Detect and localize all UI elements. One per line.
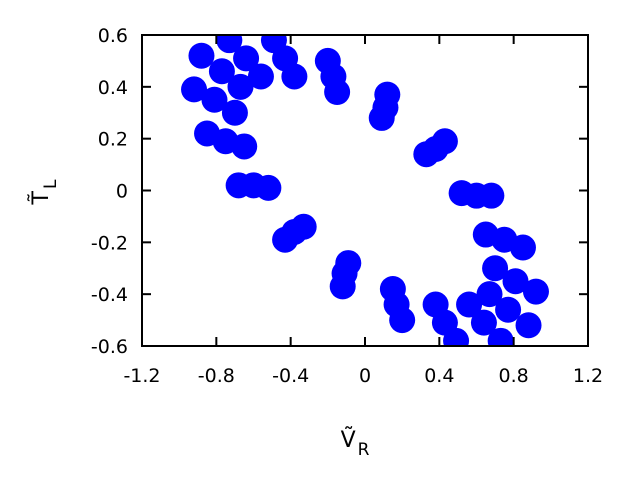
point (324, 79, 351, 106)
x-label-sub: R (358, 440, 370, 460)
y-tick-label: 0.6 (98, 25, 128, 47)
y-tick-label: 0.4 (98, 77, 128, 99)
point (368, 104, 395, 131)
point (379, 275, 406, 302)
point (208, 58, 235, 85)
point (413, 141, 440, 168)
plot-frame (141, 34, 589, 347)
x-tick-label: 0.8 (499, 365, 529, 387)
point (472, 221, 499, 248)
point (255, 174, 282, 201)
point (231, 133, 258, 160)
point (482, 255, 509, 282)
y-tick-label: 0.2 (98, 129, 128, 151)
point (281, 63, 308, 90)
x-tick-label: 0 (359, 365, 371, 387)
point (495, 296, 522, 323)
plot-area (181, 35, 549, 346)
y-label-main: T̃ (28, 190, 54, 205)
y-tick-label: -0.2 (91, 232, 128, 254)
point (188, 42, 215, 69)
point (221, 99, 248, 126)
x-tick-label: 1.2 (573, 365, 603, 387)
point (470, 309, 497, 336)
point (335, 250, 362, 277)
point (233, 45, 260, 72)
point (247, 63, 274, 90)
y-tick-label: -0.6 (91, 336, 128, 358)
point (487, 327, 514, 346)
y-tick-label: -0.4 (91, 284, 128, 306)
point (201, 86, 228, 113)
x-tick-label: -0.8 (198, 365, 235, 387)
x-tick-label: -0.4 (272, 365, 309, 387)
point (216, 35, 243, 54)
point (227, 73, 254, 100)
point (290, 213, 317, 240)
point (181, 76, 208, 103)
point (422, 291, 449, 318)
point (515, 312, 542, 339)
x-tick-label: -1.2 (123, 365, 160, 387)
point (502, 268, 529, 295)
point (448, 180, 475, 207)
x-tick-label: 0.4 (424, 365, 454, 387)
y-axis-label: T̃L (28, 179, 61, 205)
y-tick-label: 0 (116, 181, 128, 203)
point (476, 281, 503, 308)
x-label-main: Ṽ (341, 426, 356, 453)
y-label-sub: L (41, 179, 61, 189)
point (456, 291, 483, 318)
point (522, 278, 549, 305)
